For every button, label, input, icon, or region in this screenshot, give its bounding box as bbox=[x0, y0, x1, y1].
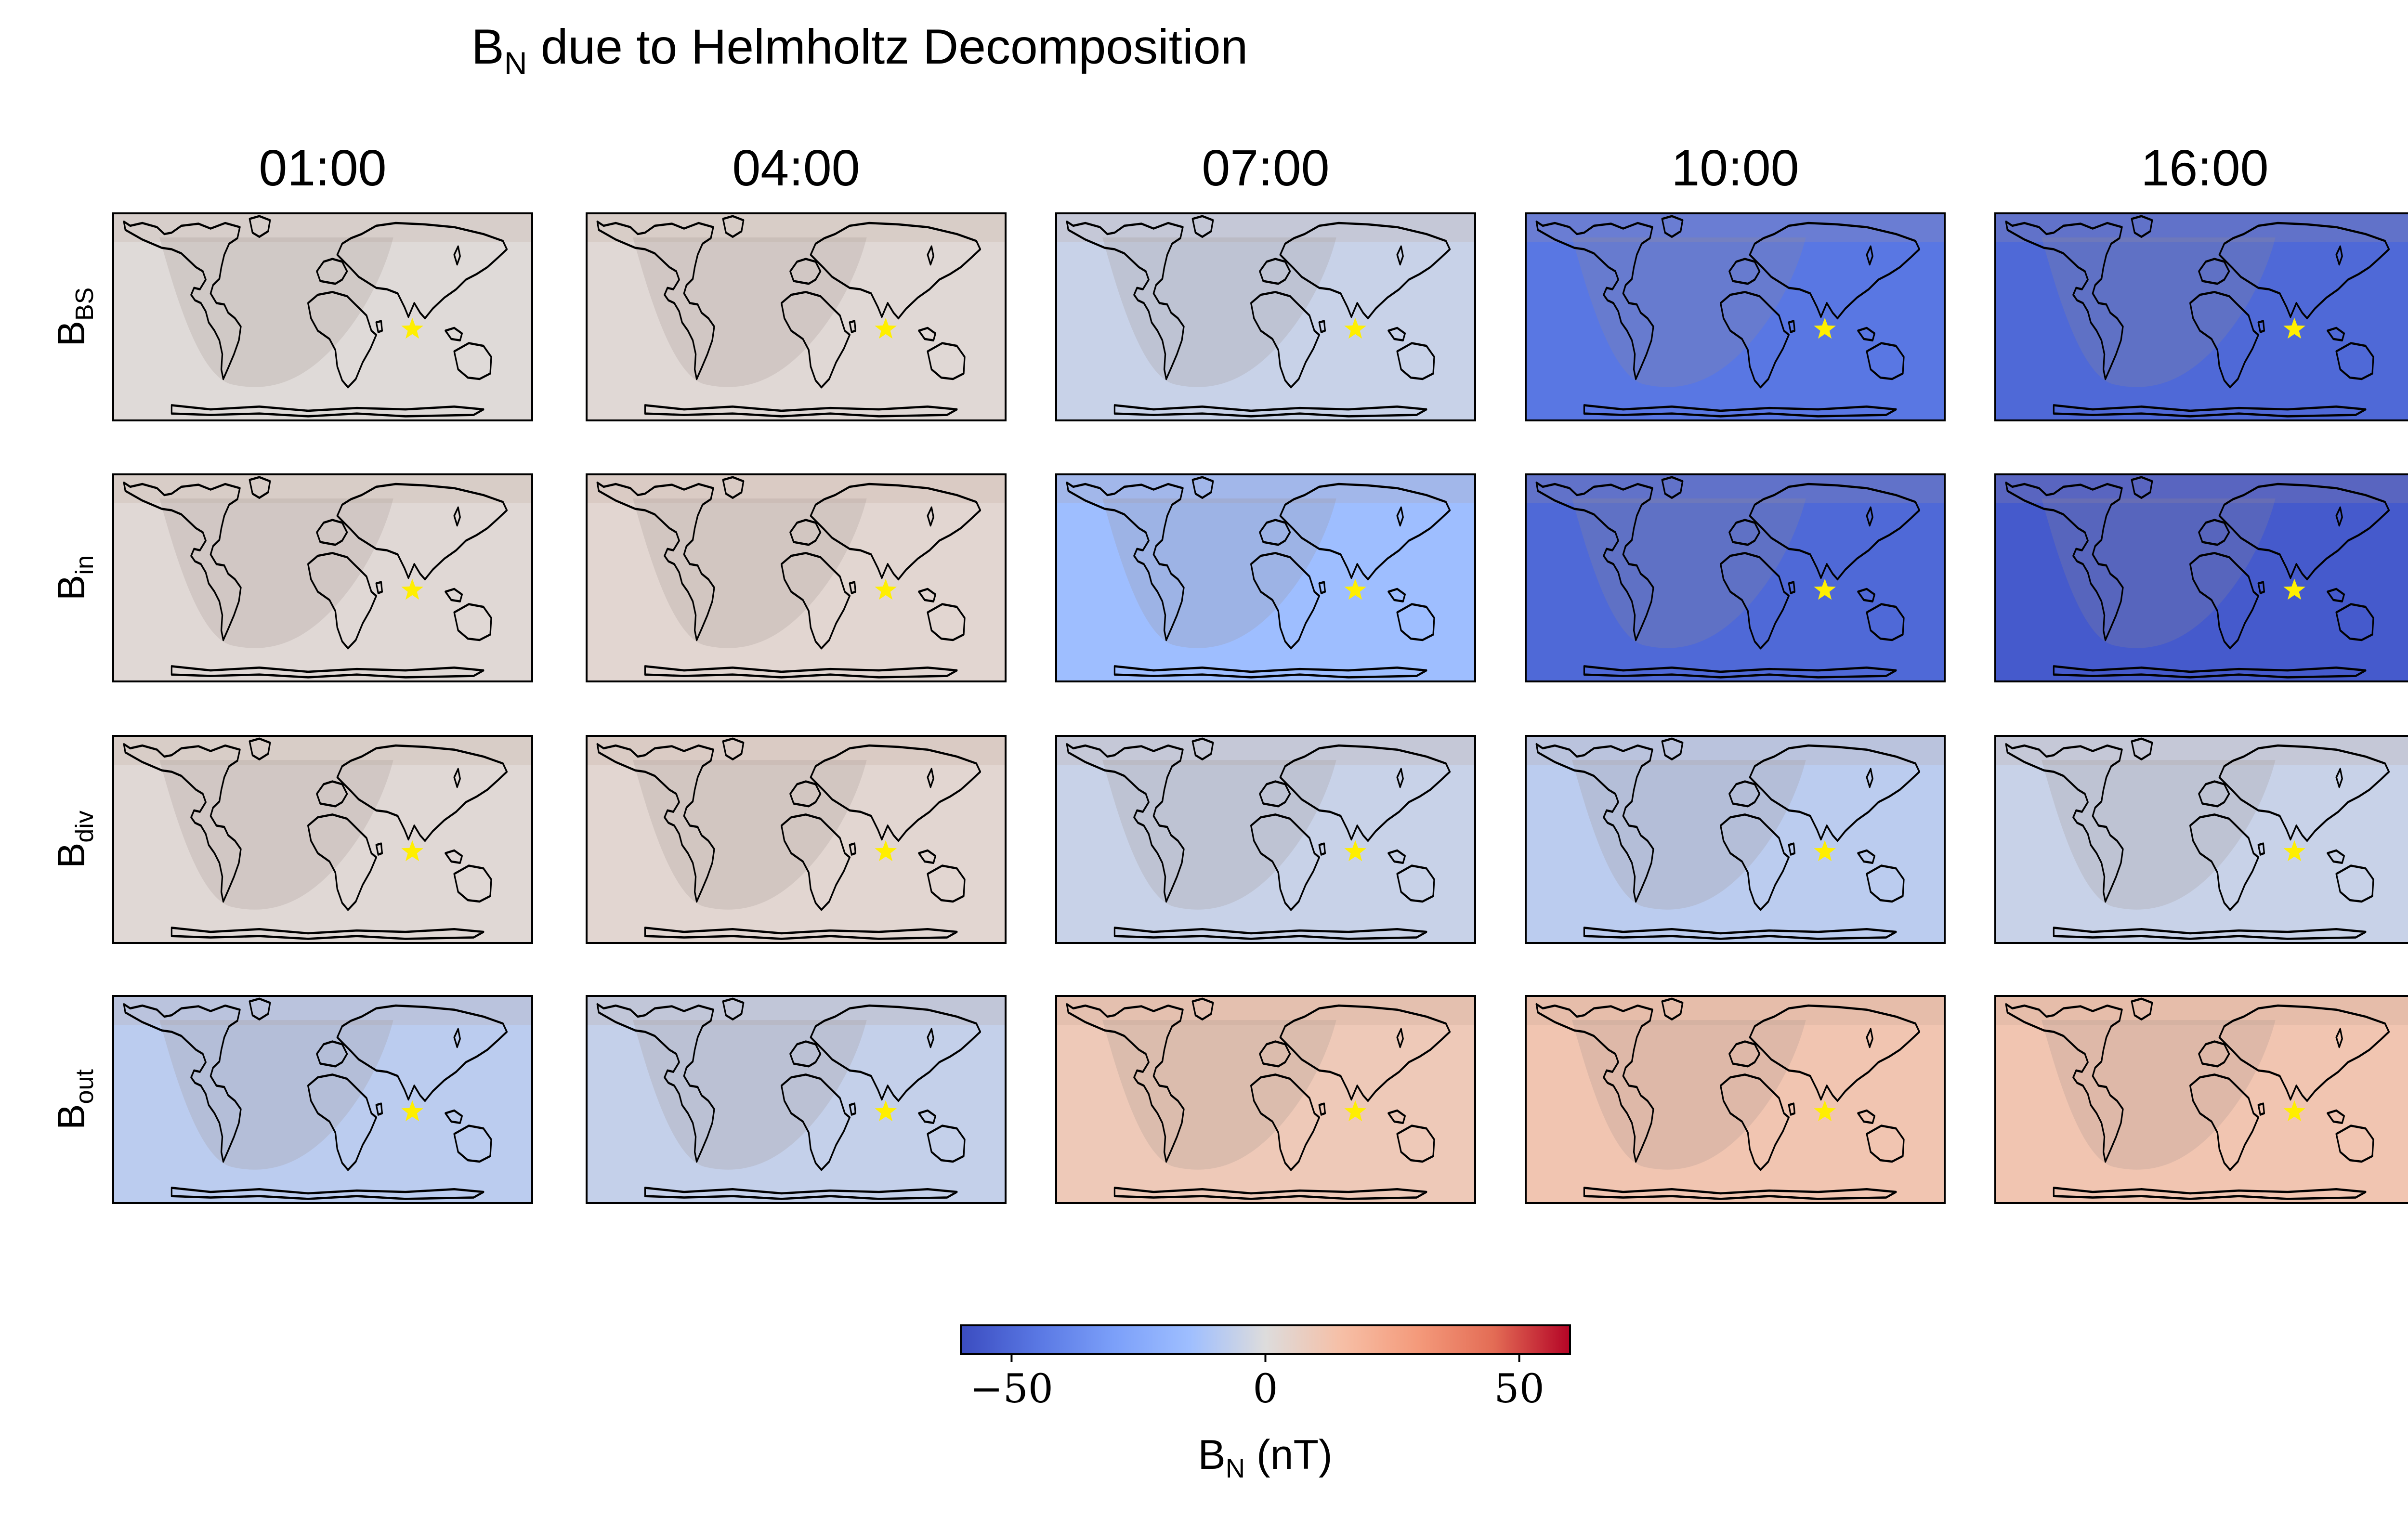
colorbar-tick-label: 0 bbox=[1253, 1366, 1278, 1412]
map-panel bbox=[1055, 473, 1476, 682]
station-star-marker bbox=[2283, 317, 2305, 339]
panel-border bbox=[1525, 473, 1946, 682]
map-panel bbox=[1994, 212, 2408, 421]
colorbar-ticks: −50 0 50 bbox=[970, 1354, 1544, 1412]
panel-border bbox=[1525, 212, 1946, 421]
station-star-marker bbox=[875, 578, 897, 600]
station-star-marker bbox=[401, 317, 423, 339]
colorbar-tick-label: −50 bbox=[970, 1366, 1053, 1412]
map-panel bbox=[112, 995, 533, 1204]
map-panel bbox=[1525, 473, 1946, 682]
column-header: 01:00 bbox=[259, 140, 386, 196]
colorbar-gradient bbox=[960, 1324, 1571, 1355]
map-panel bbox=[586, 212, 1007, 421]
panel-border bbox=[1994, 212, 2408, 421]
panel-border bbox=[112, 735, 533, 944]
panel-border bbox=[112, 212, 533, 421]
station-star-marker bbox=[1814, 317, 1836, 339]
panel-border bbox=[1055, 735, 1476, 944]
map-panel bbox=[586, 995, 1007, 1204]
station-star-marker bbox=[401, 578, 423, 600]
panel-grid: 01:00 04:00 07:00 10:00 16:00 BBS Bin Bdiv Bout bbox=[50, 140, 2408, 1204]
station-star-marker bbox=[1814, 1100, 1836, 1122]
station-star-marker bbox=[1344, 840, 1366, 862]
panel-border bbox=[1055, 995, 1476, 1204]
map-panel bbox=[586, 735, 1007, 944]
row-label: Bout bbox=[50, 1069, 99, 1130]
map-panel bbox=[586, 473, 1007, 682]
panel-border bbox=[112, 995, 533, 1204]
row-label: Bin bbox=[50, 555, 99, 601]
panel-border bbox=[586, 212, 1007, 421]
panel-border bbox=[1055, 473, 1476, 682]
station-star-marker bbox=[2283, 578, 2305, 600]
column-header: 10:00 bbox=[1671, 140, 1799, 196]
column-header: 16:00 bbox=[2141, 140, 2268, 196]
panel-border bbox=[1525, 735, 1946, 944]
panel-border bbox=[112, 473, 533, 682]
figure-title: BN due to Helmholtz Decomposition bbox=[471, 19, 1248, 81]
map-panel bbox=[1525, 995, 1946, 1204]
station-star-marker bbox=[1344, 578, 1366, 600]
panel-border bbox=[1994, 735, 2408, 944]
colorbar: −50 0 50 BN (nT) bbox=[960, 1324, 1571, 1483]
row-label: BBS bbox=[50, 288, 99, 347]
station-star-marker bbox=[1814, 578, 1836, 600]
station-star-marker bbox=[1344, 1100, 1366, 1122]
panel-border bbox=[1525, 995, 1946, 1204]
station-star-marker bbox=[875, 840, 897, 862]
map-panel bbox=[1994, 473, 2408, 682]
map-panel bbox=[1055, 735, 1476, 944]
station-star-marker bbox=[1814, 840, 1836, 862]
panel-border bbox=[1994, 473, 2408, 682]
panel-border bbox=[586, 473, 1007, 682]
map-panel bbox=[1994, 995, 2408, 1204]
map-panel bbox=[1994, 735, 2408, 944]
map-panel bbox=[112, 735, 533, 944]
column-header: 07:00 bbox=[1202, 140, 1329, 196]
column-header: 04:00 bbox=[732, 140, 860, 196]
station-star-marker bbox=[2283, 840, 2305, 862]
station-star-marker bbox=[875, 317, 897, 339]
station-star-marker bbox=[1344, 317, 1366, 339]
colorbar-tick-label: 50 bbox=[1494, 1366, 1544, 1412]
station-star-marker bbox=[401, 1100, 423, 1122]
map-panel bbox=[112, 473, 533, 682]
station-star-marker bbox=[875, 1100, 897, 1122]
panel-border bbox=[1994, 995, 2408, 1204]
station-star-marker bbox=[2283, 1100, 2305, 1122]
map-panel bbox=[1055, 995, 1476, 1204]
map-panel bbox=[1525, 735, 1946, 944]
map-panel bbox=[112, 212, 533, 421]
panel-border bbox=[586, 995, 1007, 1204]
map-panel bbox=[1055, 212, 1476, 421]
station-star-marker bbox=[401, 840, 423, 862]
row-label: Bdiv bbox=[50, 811, 99, 868]
panel-border bbox=[1055, 212, 1476, 421]
panel-border bbox=[586, 735, 1007, 944]
colorbar-label: BN (nT) bbox=[1198, 1432, 1332, 1483]
map-panel bbox=[1525, 212, 1946, 421]
